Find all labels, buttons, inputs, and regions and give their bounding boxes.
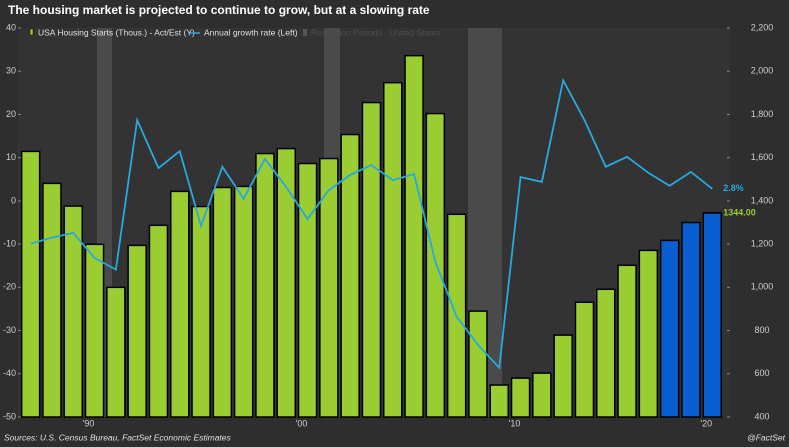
- source-note: Sources: U.S. Census Bureau, FactSet Eco…: [4, 432, 232, 442]
- bar: [276, 147, 296, 418]
- bar: [574, 301, 595, 418]
- y-tick-label: -20: [3, 282, 16, 292]
- y-tick-label: 30: [6, 66, 16, 76]
- credit: @FactSet: [747, 432, 786, 442]
- legend: USA Housing Starts (Thous.) - Act/Est (Y…: [29, 27, 440, 37]
- y-tick-label: 20: [6, 109, 16, 119]
- x-tick-label: '90: [83, 418, 95, 428]
- bar: [468, 310, 488, 418]
- bar: [383, 81, 403, 418]
- bar: [63, 205, 83, 418]
- bar: [127, 244, 147, 418]
- y-tick-label: 40: [6, 22, 16, 32]
- legend-swatch: [29, 28, 34, 36]
- y-tick-label: 0: [11, 195, 16, 205]
- bar: [233, 185, 254, 418]
- bar: [425, 112, 446, 418]
- y2-tick-label: 600: [754, 368, 769, 378]
- bar: [553, 334, 573, 418]
- bar: [255, 152, 275, 418]
- legend-entry: Annual growth rate (Left): [204, 27, 298, 37]
- line: [30, 77, 713, 370]
- x-tick-label: '10: [509, 418, 521, 428]
- data-label: 1344.00: [723, 207, 756, 217]
- y2-tick-label: 800: [754, 325, 769, 335]
- bar: [170, 190, 190, 418]
- y-tick-label: -30: [3, 325, 16, 335]
- bar: [212, 186, 233, 418]
- bar: [340, 133, 360, 418]
- y2-tick-label: 1,600: [751, 152, 774, 162]
- legend-entry: USA Housing Starts (Thous.) - Act/Est (Y…: [38, 27, 195, 37]
- x-tick-label: '00: [296, 418, 308, 428]
- bar: [638, 249, 659, 418]
- y-tick-label: 10: [6, 152, 16, 162]
- bar: [20, 150, 41, 418]
- bar: [659, 239, 680, 418]
- y2-tick-label: 1,000: [751, 282, 774, 292]
- bar: [489, 384, 509, 418]
- bar: [361, 101, 382, 418]
- bar: [297, 162, 318, 418]
- y2-tick-label: 2,000: [751, 66, 774, 76]
- y-tick-label: -10: [3, 238, 16, 248]
- y-tick-label: -50: [3, 411, 16, 421]
- bar: [319, 157, 339, 418]
- legend-swatch: [303, 29, 307, 36]
- bar: [191, 205, 211, 418]
- bar: [617, 264, 637, 418]
- bar: [532, 372, 552, 418]
- y2-tick-label: 1,200: [751, 238, 774, 248]
- bar: [702, 212, 722, 418]
- bar: [84, 243, 105, 418]
- bar: [596, 288, 616, 418]
- legend-entry: Recession Periods - United States: [311, 27, 440, 37]
- y2-tick-label: 2,200: [751, 22, 774, 32]
- bar: [404, 54, 424, 418]
- y2-tick-label: 1,800: [751, 109, 774, 119]
- bar: [42, 182, 62, 418]
- data-label: 2.8%: [723, 183, 744, 193]
- chart-title: The housing market is projected to conti…: [8, 3, 430, 17]
- y2-tick-label: 400: [754, 411, 769, 421]
- bar: [510, 377, 531, 418]
- y2-tick-label: 1,400: [751, 195, 774, 205]
- bar: [106, 286, 126, 418]
- x-tick-label: '20: [700, 418, 712, 428]
- y-tick-label: -40: [3, 368, 16, 378]
- bar: [681, 221, 701, 418]
- bar: [148, 224, 169, 418]
